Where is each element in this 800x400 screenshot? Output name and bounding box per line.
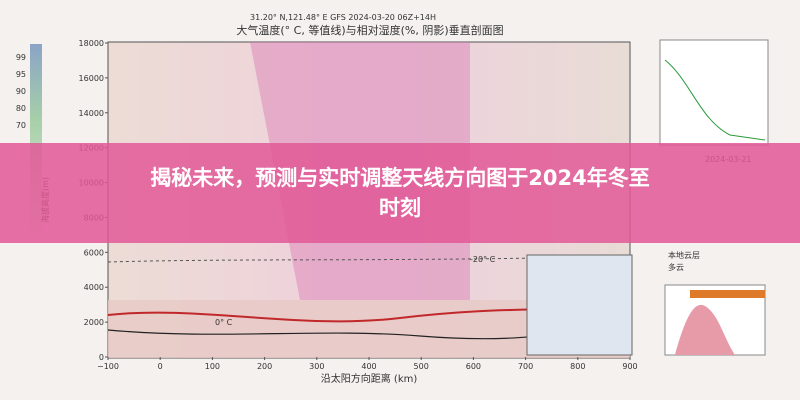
cloud-value: 多云 <box>668 262 684 272</box>
colorbar-tick-label: 99 <box>16 53 26 62</box>
x-axis-label: 沿太阳方向距离 (km) <box>321 372 418 385</box>
banner: 揭秘未来，预测与实时调整天线方向图于2024年冬至 时刻 <box>0 143 800 243</box>
colorbar-tick-label: 90 <box>16 87 26 96</box>
map-inset <box>526 254 633 356</box>
x-tick-label: 700 <box>518 362 533 371</box>
contour-label: -20° C <box>470 255 496 264</box>
y-tick-label: 0 <box>99 353 104 362</box>
y-tick-label: 16000 <box>79 74 104 83</box>
x-tick-label: 800 <box>570 362 585 371</box>
x-tick-label: 0 <box>158 362 163 371</box>
side-plot <box>659 39 769 146</box>
y-tick-label: 4000 <box>84 283 104 292</box>
x-tick-label: −100 <box>97 362 119 371</box>
header: 31.20° N,121.48° E GFS 2024-03-20 06Z+14… <box>250 13 436 22</box>
x-tick-label: 400 <box>361 362 376 371</box>
x-tick-label: 300 <box>309 362 324 371</box>
x-tick-label: 200 <box>257 362 272 371</box>
y-tick-label: 18000 <box>79 39 104 48</box>
cloud-title: 本地云层 <box>668 250 700 260</box>
side-bar <box>690 290 765 298</box>
banner-line: 揭秘未来，预测与实时调整天线方向图于2024年冬至 <box>150 166 650 190</box>
side-line <box>664 59 766 141</box>
y-tick-label: 2000 <box>84 318 104 327</box>
contour-line <box>107 255 631 263</box>
colorbar-tick-label: 80 <box>16 104 26 113</box>
side-area <box>675 304 735 355</box>
banner-line: 时刻 <box>379 196 421 220</box>
y-tick-label: 14000 <box>79 109 104 118</box>
x-tick-label: 100 <box>205 362 220 371</box>
x-tick-label: 500 <box>414 362 429 371</box>
plot-title: 大气温度(° C, 等值线)与相对湿度(%, 阴影)垂直剖面图 <box>236 23 503 37</box>
colorbar-tick-label: 95 <box>16 70 26 79</box>
y-tick-label: 6000 <box>84 248 104 257</box>
x-tick-label: 600 <box>466 362 481 371</box>
colorbar-tick-label: 70 <box>16 121 26 130</box>
contour-label: 0° C <box>215 318 233 327</box>
x-tick-label: 900 <box>622 362 637 371</box>
